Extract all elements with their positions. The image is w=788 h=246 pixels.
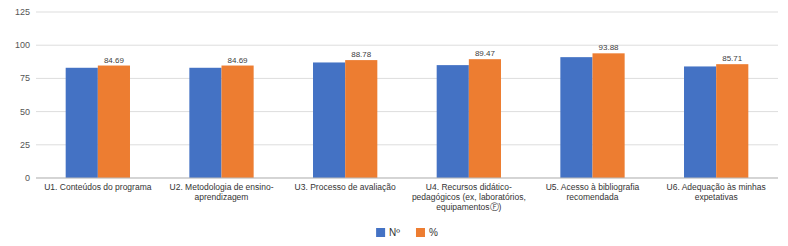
data-label: 84.69	[104, 56, 125, 65]
x-tick-label: U1. Conteúdos do programa	[44, 182, 152, 192]
y-tick-label: 50	[20, 107, 30, 117]
bar	[189, 68, 221, 178]
grid-line	[36, 45, 778, 46]
x-tick-label: U2. Metodologia de ensino-aprendizagem	[170, 182, 274, 202]
bars	[66, 53, 749, 178]
bar	[593, 53, 625, 178]
bar	[66, 68, 98, 178]
legend-label: Nº	[389, 227, 400, 238]
y-tick-label: 125	[15, 7, 30, 17]
bar	[469, 59, 501, 178]
y-tick-label: 75	[20, 73, 30, 83]
chart: 0 25 50 75 100 125 84.69 84.69 88.78 89.47 93.88 85…	[0, 0, 788, 246]
bar	[716, 64, 748, 178]
bar	[222, 66, 254, 178]
grid-line	[36, 144, 778, 145]
bar	[437, 65, 469, 178]
x-tick-label: U4. Recursos didático-pedagógicos (ex, l…	[412, 182, 526, 212]
y-tick-label: 100	[15, 40, 30, 50]
data-label: 89.47	[475, 49, 496, 58]
legend-swatch	[416, 228, 425, 237]
bar	[684, 66, 716, 178]
grid-line	[36, 78, 778, 79]
x-tick-label: U5. Acesso à bibliografiarecomendada	[546, 182, 640, 202]
x-tick-label: U3. Processo de avaliação	[295, 182, 396, 192]
y-tick-label: 0	[25, 173, 30, 183]
grid-line	[36, 111, 778, 112]
bar	[345, 60, 377, 178]
data-label: 84.69	[228, 56, 249, 65]
bar	[560, 57, 592, 178]
data-label: 85.71	[722, 54, 743, 63]
data-label: 93.88	[599, 43, 620, 52]
legend: Nº%	[376, 227, 438, 238]
bar	[98, 66, 130, 178]
x-tick-label: U6. Adequação às minhasexpetativas	[667, 182, 766, 202]
grid-line	[36, 178, 778, 179]
bar	[313, 62, 345, 178]
x-axis-line	[36, 178, 778, 179]
y-tick-label: 25	[20, 140, 30, 150]
grid-line	[36, 12, 778, 13]
data-label: 88.78	[351, 50, 372, 59]
legend-label: %	[429, 227, 438, 238]
legend-swatch	[376, 228, 385, 237]
grid	[36, 12, 778, 178]
